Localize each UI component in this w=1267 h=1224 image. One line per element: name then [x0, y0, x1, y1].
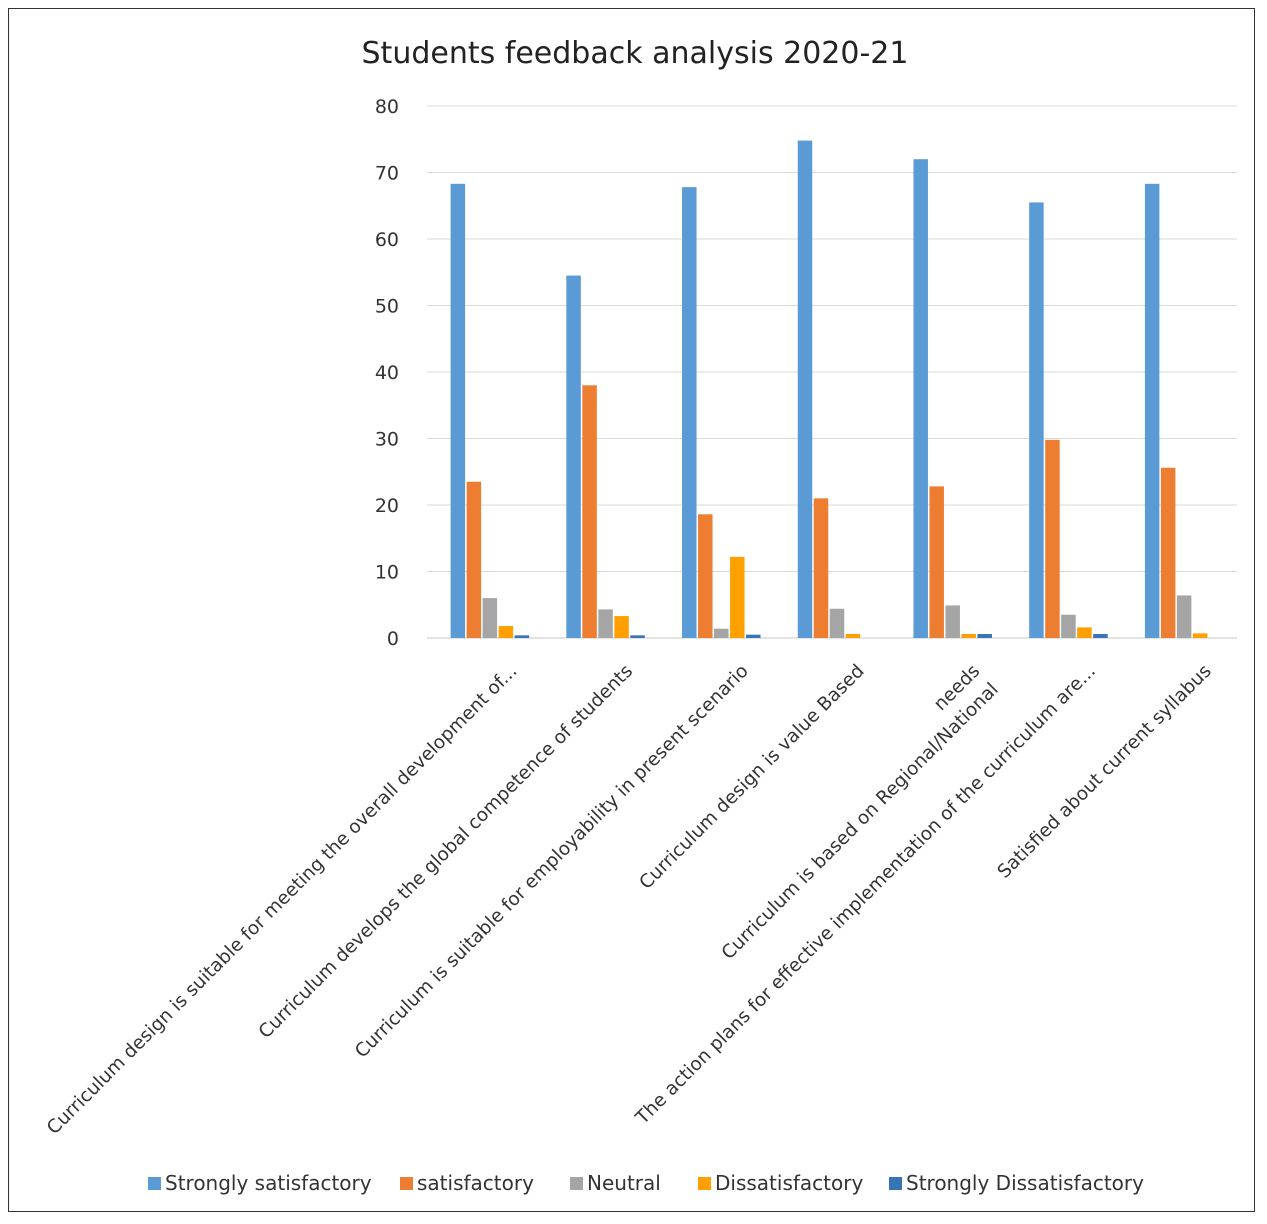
x-category-text: Curriculum is suitable for employability… [351, 661, 753, 1063]
grid [427, 105, 1237, 639]
legend-swatch [570, 1177, 583, 1190]
x-category-text: Curriculum develops the global competenc… [255, 661, 637, 1043]
bar-neutral [1061, 614, 1076, 638]
bar-satisfactory [466, 481, 482, 638]
bar-dissatisfactory [1192, 633, 1208, 638]
bar-strongly-satisfactory [1144, 183, 1160, 638]
legend-label: Strongly satisfactory [165, 1171, 372, 1195]
y-tick-label: 40 [375, 362, 399, 384]
bar-strongly-dissatisfactory [1093, 634, 1108, 638]
bar-neutral [714, 628, 729, 638]
y-axis-ticks: 80 70 60 50 40 30 20 10 0 [375, 96, 399, 650]
legend-label: Dissatisfactory [715, 1171, 863, 1195]
bar-satisfactory [1045, 439, 1060, 638]
legend-swatch [698, 1177, 711, 1190]
x-category-label: Curriculum design is suitable for meetin… [43, 661, 521, 1139]
bar-dissatisfactory [845, 634, 861, 638]
legend-label: Strongly Dissatisfactory [906, 1171, 1144, 1195]
x-category-label: The action plans for effective implement… [631, 661, 1100, 1130]
y-tick-label: 30 [375, 429, 399, 451]
y-tick-label: 60 [375, 229, 399, 251]
y-tick-label: 10 [375, 562, 399, 584]
bar-satisfactory [813, 498, 829, 638]
bar-satisfactory [582, 385, 597, 638]
legend: Strongly satisfactory satisfactory Neutral… [148, 1171, 1144, 1195]
bar-dissatisfactory [1077, 627, 1092, 638]
x-category-text: Curriculum design is suitable for meetin… [43, 661, 521, 1139]
bar-strongly-dissatisfactory [630, 635, 645, 638]
bar-strongly-dissatisfactory [746, 634, 761, 638]
legend-swatch [400, 1177, 413, 1190]
bars [450, 140, 1208, 639]
bar-neutral [598, 609, 613, 638]
bar-strongly-satisfactory [682, 187, 697, 638]
y-tick-label: 70 [375, 163, 399, 185]
bar-strongly-satisfactory [450, 183, 466, 638]
bar-neutral [1176, 595, 1192, 638]
bar-neutral [829, 608, 845, 638]
legend-swatch [889, 1177, 902, 1190]
chart-title: Students feedback analysis 2020-21 [362, 36, 909, 71]
y-tick-label: 0 [387, 628, 399, 650]
x-category-text: The action plans for effective implement… [631, 661, 1100, 1130]
bar-strongly-satisfactory [1029, 202, 1044, 639]
bar-strongly-satisfactory [913, 159, 928, 638]
bar-neutral [945, 605, 960, 638]
bar-dissatisfactory [614, 616, 629, 638]
bar-strongly-satisfactory [566, 275, 581, 638]
legend-label: Neutral [587, 1171, 661, 1195]
legend-swatch [148, 1177, 161, 1190]
bar-satisfactory [929, 486, 944, 638]
bar-satisfactory [1160, 467, 1176, 638]
bar-dissatisfactory [961, 634, 976, 638]
y-tick-label: 20 [375, 495, 399, 517]
bar-chart: Students feedback analysis 2020-21 80 70 6… [43, 36, 1237, 1195]
y-tick-label: 80 [375, 96, 399, 118]
bar-strongly-satisfactory [797, 140, 813, 638]
bar-neutral [482, 598, 498, 638]
x-category-label: Curriculum is suitable for employability… [351, 661, 753, 1063]
bar-dissatisfactory [730, 556, 745, 638]
x-category-text: Curriculum is based on Regional/National [718, 679, 1003, 964]
x-category-label: Curriculum develops the global competenc… [255, 661, 637, 1043]
legend-label: satisfactory [417, 1171, 534, 1195]
x-category-text: Satisfied about current syllabus [994, 661, 1216, 883]
bar-strongly-dissatisfactory [514, 635, 530, 638]
x-axis-categories: Curriculum design is suitable for meetin… [43, 661, 1216, 1139]
bar-dissatisfactory [498, 626, 514, 638]
bar-strongly-dissatisfactory [977, 634, 992, 638]
x-category-label: Satisfied about current syllabus [994, 661, 1216, 883]
y-tick-label: 50 [375, 296, 399, 318]
bar-satisfactory [698, 514, 713, 638]
chart-frame: Students feedback analysis 2020-21 80 70 6… [8, 8, 1255, 1212]
